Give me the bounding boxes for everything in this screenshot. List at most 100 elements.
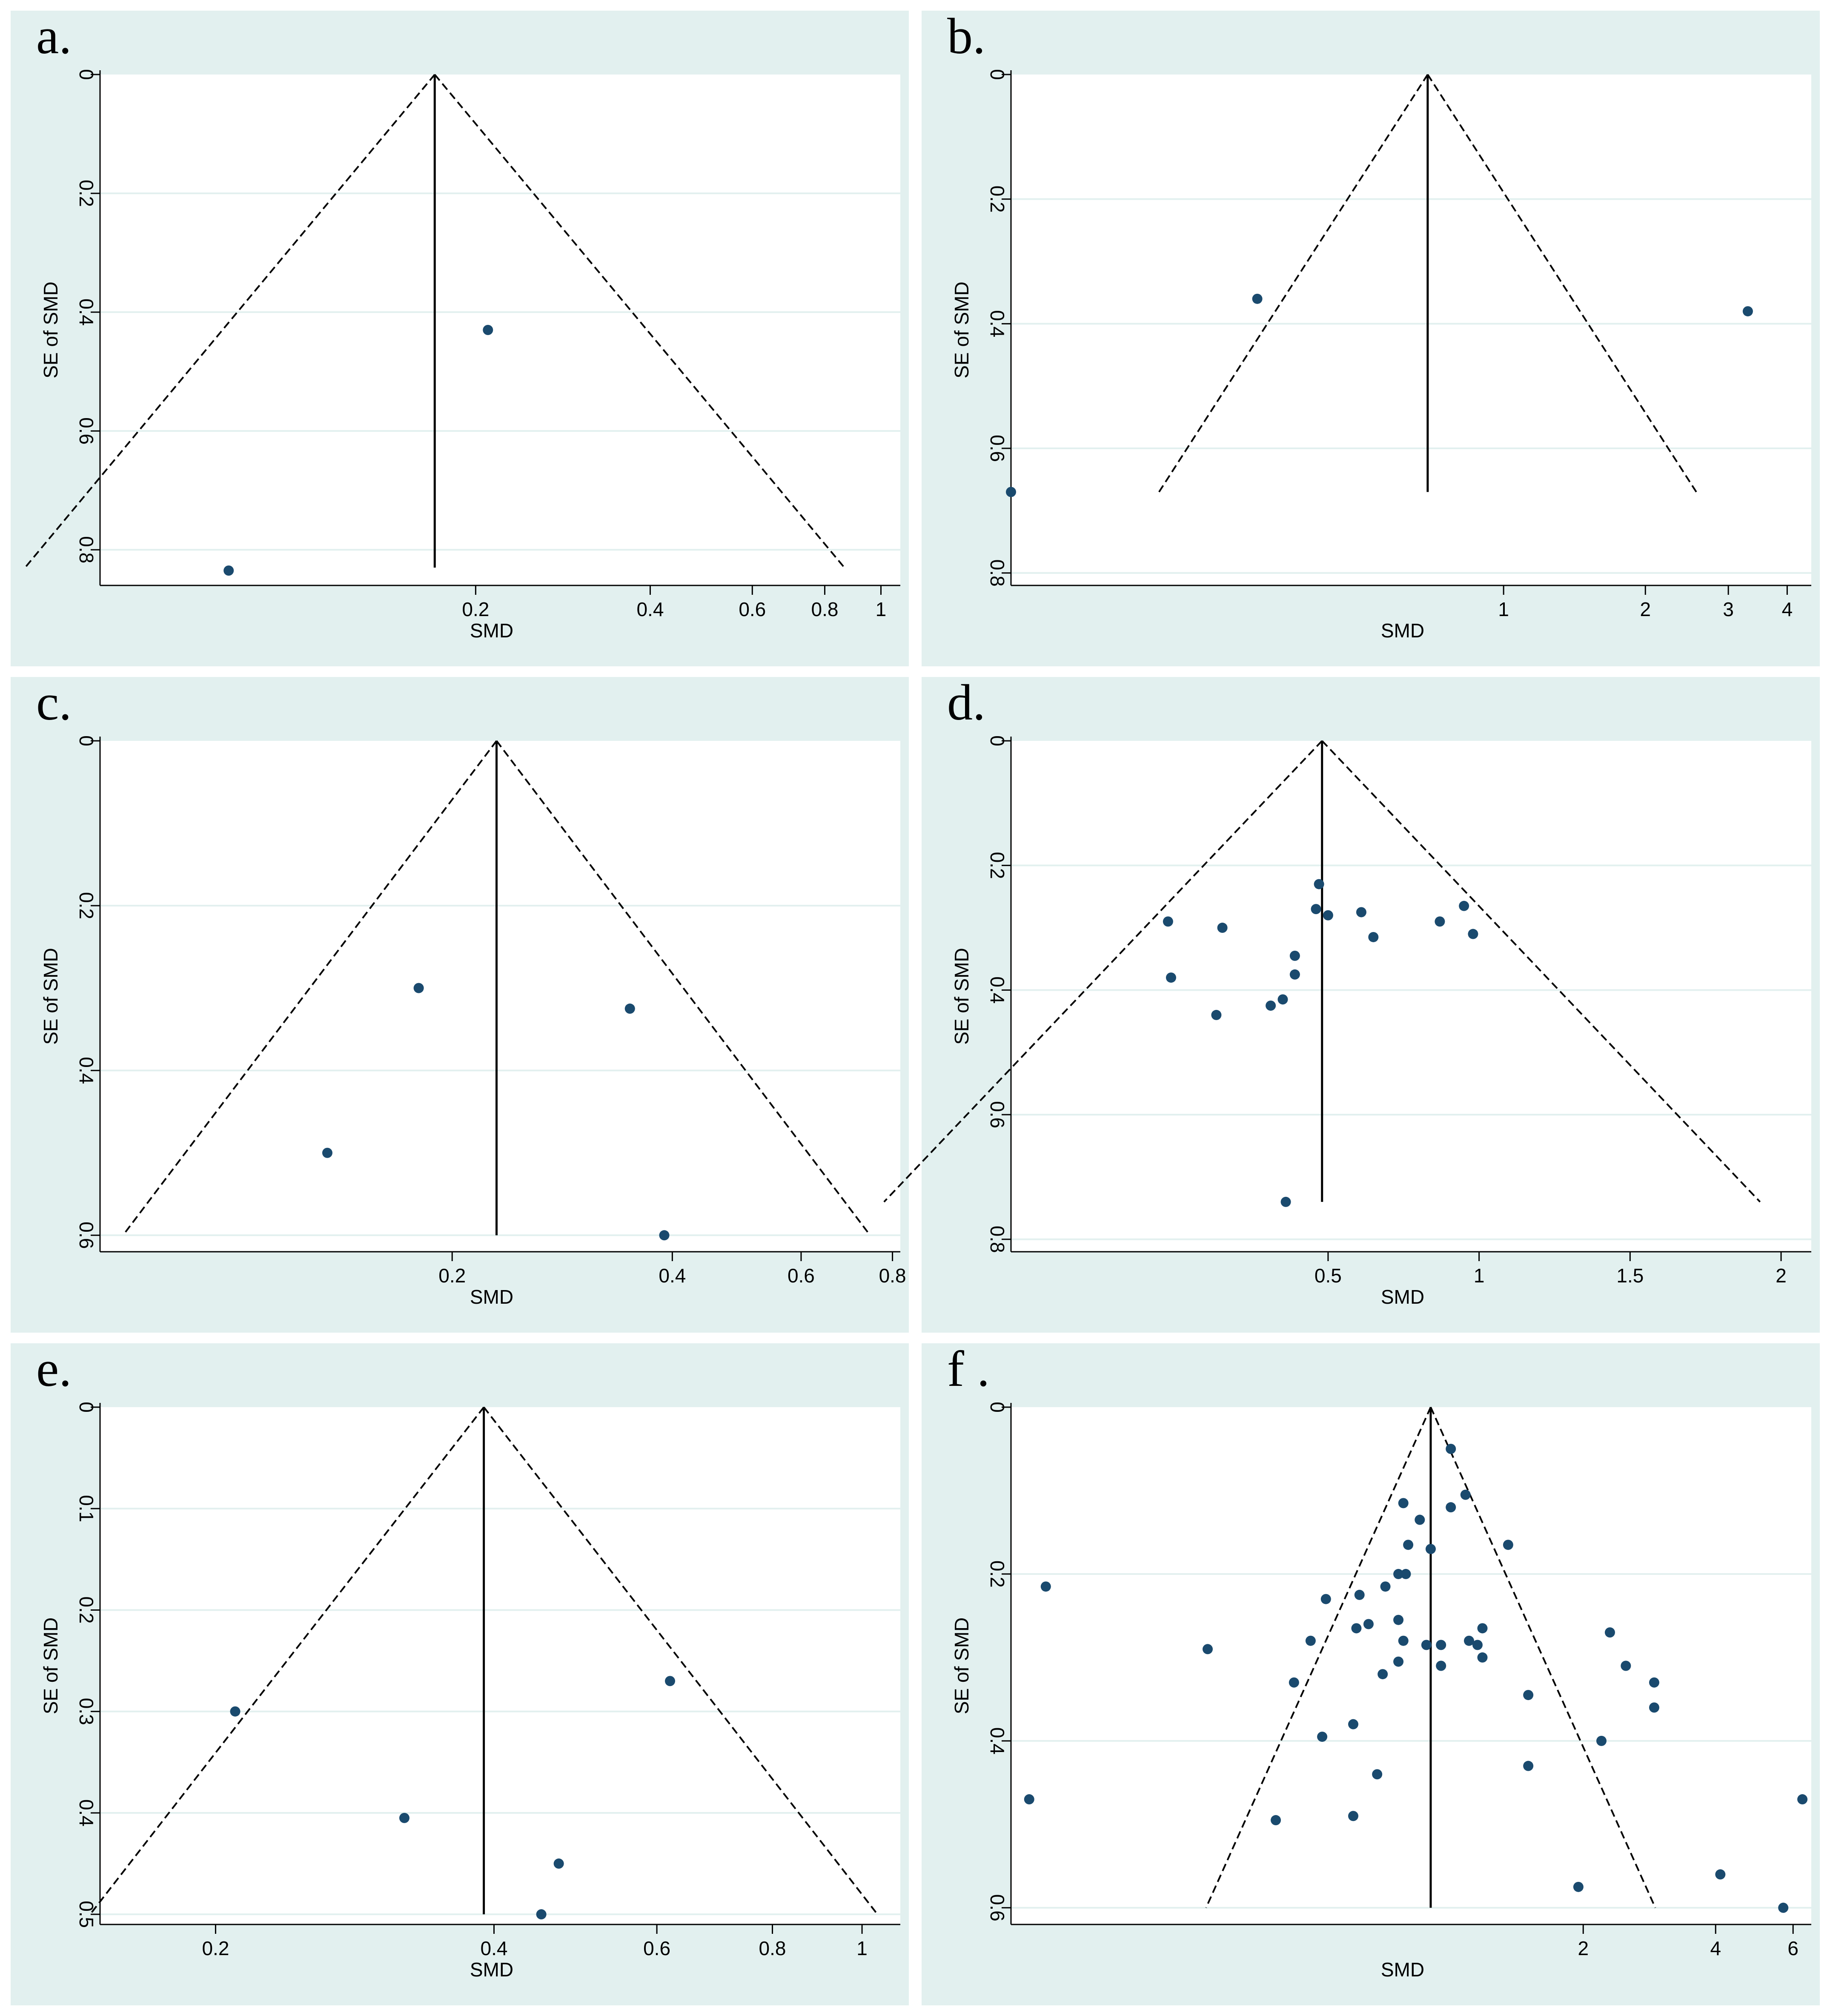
panel-2: 0 0.2 0.4 0.6 0.8 1 2 3 4 SMD SE of SMD b. xyxy=(922,8,1820,666)
study-point xyxy=(1289,950,1300,961)
study-point xyxy=(1446,1502,1456,1513)
y-tick-label: 0.3 xyxy=(75,1698,97,1725)
study-point xyxy=(1305,1635,1316,1646)
panel-6: 0 0.2 0.4 0.6 2 4 6 SMD SE of SMD f . xyxy=(922,1340,1820,2005)
x-tick-label: 1.5 xyxy=(1616,1265,1644,1287)
panel-1: 0 0.2 0.4 0.6 0.8 0.2 0.4 0.6 0.8 1 SMD SE of SMD a. xyxy=(11,8,909,666)
study-point xyxy=(1477,1652,1488,1663)
plot-area xyxy=(1011,75,1811,585)
y-tick-label: 0.1 xyxy=(75,1495,97,1522)
study-point xyxy=(1436,1640,1446,1650)
study-point xyxy=(1398,1498,1409,1508)
study-point xyxy=(1797,1794,1808,1805)
x-tick-label: 0.6 xyxy=(643,1937,670,1959)
y-tick-label: 0.6 xyxy=(75,1222,97,1249)
y-tick-label: 0.8 xyxy=(75,536,97,563)
study-point xyxy=(1400,1569,1411,1579)
study-point xyxy=(413,983,424,993)
study-point xyxy=(1372,1769,1383,1780)
study-point xyxy=(1393,1656,1404,1667)
y-axis-title: SE of SMD xyxy=(951,948,973,1045)
y-tick-label: 0.6 xyxy=(986,1101,1008,1128)
study-point xyxy=(1604,1627,1615,1638)
study-point xyxy=(1715,1869,1726,1880)
study-point xyxy=(1289,969,1300,980)
study-point xyxy=(1436,1660,1446,1671)
x-tick-label: 0.8 xyxy=(879,1265,906,1287)
x-axis-title: SMD xyxy=(1381,619,1424,642)
x-axis-title: SMD xyxy=(470,1286,513,1308)
study-point xyxy=(1393,1569,1404,1579)
y-tick-label: 0.6 xyxy=(986,1894,1008,1921)
y-tick-label: 0 xyxy=(986,69,1008,80)
study-point xyxy=(1280,1196,1291,1207)
study-point xyxy=(1435,916,1445,927)
study-point xyxy=(1380,1581,1391,1592)
study-point xyxy=(1368,932,1379,942)
study-point xyxy=(1503,1540,1513,1550)
study-point xyxy=(624,1004,635,1014)
study-point xyxy=(1649,1702,1659,1713)
plot-area xyxy=(100,1407,900,1924)
y-tick-label: 0.5 xyxy=(75,1901,97,1928)
study-point xyxy=(1415,1514,1425,1525)
y-tick-label: 0.8 xyxy=(986,559,1008,587)
study-point xyxy=(1425,1544,1436,1554)
x-tick-label: 0.5 xyxy=(1315,1265,1342,1287)
y-tick-label: 0.2 xyxy=(75,892,97,919)
panel-letter: c. xyxy=(36,674,72,731)
x-tick-label: 0.4 xyxy=(636,598,664,620)
study-point xyxy=(1621,1660,1631,1671)
funnel-left-limit xyxy=(1205,1407,1432,1908)
x-axis-title: SMD xyxy=(470,1959,513,1981)
panel-letter: b. xyxy=(947,8,985,64)
y-axis-title: SE of SMD xyxy=(951,1617,973,1715)
study-point xyxy=(1398,1635,1409,1646)
study-point xyxy=(1523,1761,1534,1771)
y-tick-label: 0.2 xyxy=(986,852,1008,879)
panel-3: 0 0.2 0.4 0.6 0.2 0.4 0.6 0.8 SMD SE of SMD c. xyxy=(11,674,909,1333)
x-tick-label: 4 xyxy=(1710,1937,1721,1959)
y-tick-label: 0 xyxy=(75,1402,97,1413)
y-tick-label: 0 xyxy=(986,1402,1008,1413)
panel-5: 0 0.1 0.2 0.3 0.4 0.5 0.2 0.4 0.6 0.8 1 SMD SE of SM… xyxy=(11,1340,909,2005)
x-tick-label: 4 xyxy=(1782,598,1793,620)
study-point xyxy=(1348,1719,1359,1729)
y-tick-label: 0.2 xyxy=(986,186,1008,213)
plot-area xyxy=(100,741,900,1252)
study-point xyxy=(659,1230,670,1241)
study-point xyxy=(1472,1640,1483,1650)
study-point xyxy=(553,1858,564,1869)
y-axis-title: SE of SMD xyxy=(40,948,62,1045)
study-point xyxy=(483,325,493,335)
study-point xyxy=(1252,293,1263,304)
x-tick-label: 0.2 xyxy=(438,1265,466,1287)
study-point xyxy=(1378,1669,1388,1680)
study-point xyxy=(1649,1677,1659,1688)
study-point xyxy=(1211,1009,1222,1020)
funnel-left-limit xyxy=(883,740,1323,1203)
y-tick-label: 0.4 xyxy=(75,1057,97,1084)
study-point xyxy=(1314,879,1324,889)
study-point xyxy=(1463,1635,1474,1646)
study-point xyxy=(1742,306,1753,317)
x-axis-title: SMD xyxy=(470,619,513,642)
study-point xyxy=(1460,1489,1471,1500)
x-tick-label: 1 xyxy=(876,598,887,620)
panel-letter: a. xyxy=(36,8,72,64)
study-point xyxy=(1393,1615,1404,1625)
x-tick-label: 2 xyxy=(1776,1265,1787,1287)
study-point xyxy=(1354,1589,1365,1600)
plot-area xyxy=(1011,1407,1811,1924)
study-point xyxy=(1006,487,1016,497)
x-tick-label: 1 xyxy=(1498,598,1509,620)
x-tick-label: 1 xyxy=(1474,1265,1485,1287)
y-tick-label: 0.6 xyxy=(75,417,97,444)
panel-letter: f . xyxy=(947,1340,990,1397)
study-point xyxy=(1163,916,1173,927)
y-tick-label: 0.2 xyxy=(75,180,97,207)
study-point xyxy=(399,1812,410,1823)
funnel-right-limit xyxy=(1321,740,1761,1203)
funnel-right-limit xyxy=(1430,1407,1656,1908)
